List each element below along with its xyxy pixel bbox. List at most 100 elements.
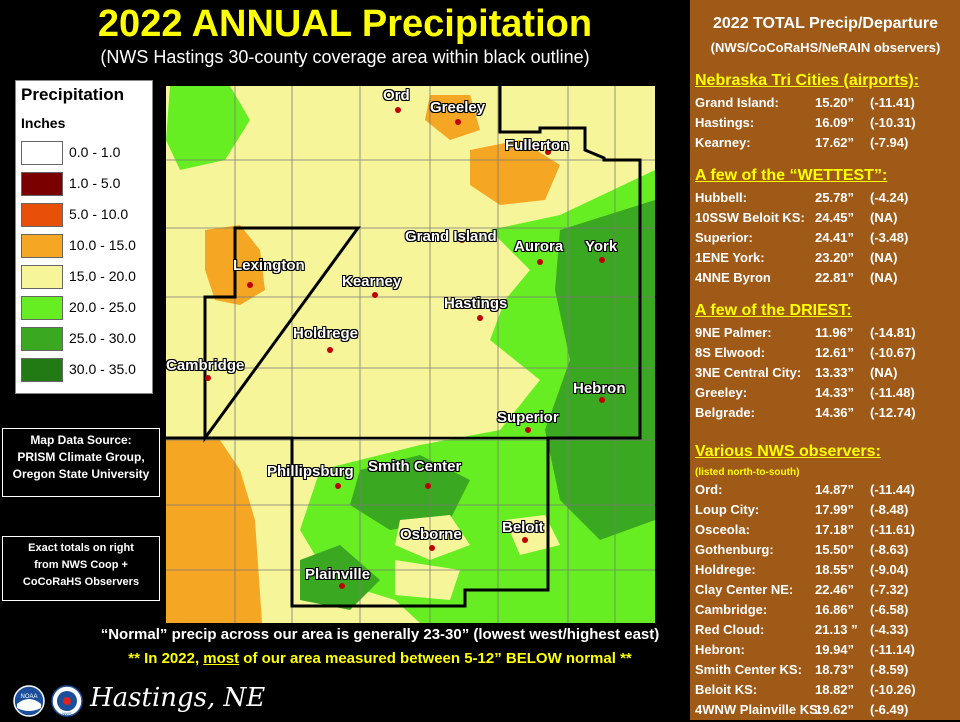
station-total: 12.61” bbox=[815, 345, 855, 360]
panel-title: 2022 TOTAL Precip/Departure bbox=[713, 15, 938, 32]
station-departure: (NA) bbox=[870, 210, 898, 225]
svg-text:NWS: NWS bbox=[62, 711, 72, 716]
station-total: 14.87” bbox=[815, 482, 855, 497]
emphasis-most: most bbox=[203, 650, 240, 667]
station-total: 11.96” bbox=[815, 325, 854, 340]
station-row: Clay Center NE: 22.46” (-7.32) bbox=[695, 582, 957, 602]
station-row: Red Cloud: 21.13 ” (-4.33) bbox=[695, 622, 957, 642]
city-label-plainville: Plainville bbox=[305, 566, 371, 583]
station-name: Grand Island: bbox=[695, 95, 779, 110]
legend-label: 5.0 - 10.0 bbox=[69, 206, 129, 222]
station-row: Osceola: 17.18” (-11.61) bbox=[695, 522, 957, 542]
station-total: 15.20” bbox=[815, 95, 855, 110]
normal-precip-note: “Normal” precip across our area is gener… bbox=[100, 626, 660, 643]
station-departure: (-4.24) bbox=[870, 190, 909, 205]
section-note: (listed north-to-south) bbox=[695, 467, 800, 478]
station-total: 21.13 ” bbox=[815, 622, 858, 637]
station-row: 8S Elwood: 12.61” (-10.67) bbox=[695, 345, 957, 365]
station-departure: (-10.26) bbox=[870, 682, 916, 697]
legend-swatch bbox=[21, 234, 63, 258]
station-row: Kearney: 17.62” (-7.94) bbox=[695, 135, 957, 155]
station-row: Smith Center KS: 18.73” (-8.59) bbox=[695, 662, 957, 682]
station-name: 3NE Central City: bbox=[695, 365, 802, 380]
station-departure: (NA) bbox=[870, 365, 898, 380]
station-departure: (-6.58) bbox=[870, 602, 909, 617]
city-label-greeley: Greeley bbox=[430, 99, 486, 116]
station-departure: (-10.31) bbox=[870, 115, 916, 130]
station-total: 18.73” bbox=[815, 662, 855, 677]
station-row: 9NE Palmer: 11.96” (-14.81) bbox=[695, 325, 957, 345]
station-departure: (-8.48) bbox=[870, 502, 909, 517]
station-departure: (-11.44) bbox=[870, 482, 915, 497]
legend-label: 25.0 - 30.0 bbox=[69, 330, 136, 346]
station-total: 16.09” bbox=[815, 115, 855, 130]
map-data-source-box: Map Data Source: PRISM Climate Group, Or… bbox=[2, 428, 160, 497]
station-departure: (-14.81) bbox=[870, 325, 916, 340]
station-departure: (-3.48) bbox=[870, 230, 909, 245]
city-label-smith-center: Smith Center bbox=[368, 458, 462, 475]
station-name: Kearney: bbox=[695, 135, 751, 150]
city-label-york: York bbox=[585, 238, 618, 255]
station-departure: (-7.32) bbox=[870, 582, 909, 597]
svg-text:NOAA: NOAA bbox=[20, 694, 37, 700]
station-total: 17.62” bbox=[815, 135, 855, 150]
city-label-hastings: Hastings bbox=[444, 295, 508, 312]
station-name: Hubbell: bbox=[695, 190, 747, 205]
totals-note-line: from NWS Coop + bbox=[34, 559, 128, 571]
map-subtitle: (NWS Hastings 30-county coverage area wi… bbox=[100, 47, 590, 67]
station-departure: (-11.61) bbox=[870, 522, 915, 537]
station-departure: (-11.14) bbox=[870, 642, 915, 657]
station-name: Hastings: bbox=[695, 115, 755, 130]
section-heading-observers: Various NWS observers: bbox=[695, 443, 881, 460]
station-total: 17.99” bbox=[815, 502, 855, 517]
station-departure: (-6.49) bbox=[870, 702, 909, 717]
station-name: Clay Center NE: bbox=[695, 582, 794, 597]
city-label-kearney: Kearney bbox=[342, 273, 402, 290]
city-markers bbox=[205, 107, 605, 589]
station-total: 18.82” bbox=[815, 682, 855, 697]
exact-totals-box: Exact totals on right from NWS Coop + Co… bbox=[2, 536, 160, 601]
section-heading-driest: A few of the DRIEST: bbox=[695, 302, 852, 319]
station-total: 19.62” bbox=[815, 702, 855, 717]
legend-label: 30.0 - 35.0 bbox=[69, 361, 136, 377]
station-row: 4WNW Plainville KS: 19.62” (-6.49) bbox=[695, 702, 957, 722]
nws-logo: NWS bbox=[51, 685, 83, 717]
station-name: Smith Center KS: bbox=[695, 662, 802, 677]
station-total: 19.94” bbox=[815, 642, 855, 657]
agency-logos: NOAA NWS bbox=[13, 685, 83, 717]
station-row: Hastings: 16.09” (-10.31) bbox=[695, 115, 957, 135]
station-name: Holdrege: bbox=[695, 562, 756, 577]
station-row: Ord: 14.87” (-11.44) bbox=[695, 482, 957, 502]
legend-units: Inches bbox=[21, 115, 66, 131]
station-name: Red Cloud: bbox=[695, 622, 765, 637]
station-departure: (NA) bbox=[870, 250, 898, 265]
station-departure: (-4.33) bbox=[870, 622, 909, 637]
city-label-grand-island: Grand Island bbox=[405, 228, 497, 245]
station-total: 24.45” bbox=[815, 210, 855, 225]
station-total: 23.20” bbox=[815, 250, 855, 265]
station-departure: (-8.59) bbox=[870, 662, 909, 677]
station-total: 25.78” bbox=[815, 190, 855, 205]
station-name: Osceola: bbox=[695, 522, 750, 537]
station-departure: (-11.41) bbox=[870, 95, 915, 110]
city-label-beloit: Beloit bbox=[502, 519, 544, 536]
station-name: Belgrade: bbox=[695, 405, 755, 420]
station-row: Beloit KS: 18.82” (-10.26) bbox=[695, 682, 957, 702]
city-label-osborne: Osborne bbox=[400, 526, 462, 543]
section-heading-tri-cities: Nebraska Tri Cities (airports): bbox=[695, 72, 920, 89]
city-label-fullerton: Fullerton bbox=[505, 137, 570, 154]
legend-label: 20.0 - 25.0 bbox=[69, 299, 136, 315]
city-label-cambridge: Cambridge bbox=[166, 357, 245, 374]
map-title: 2022 ANNUAL Precipitation bbox=[97, 3, 593, 45]
station-total: 17.18” bbox=[815, 522, 855, 537]
station-total: 15.50” bbox=[815, 542, 855, 557]
source-line: Oregon State University bbox=[12, 467, 150, 481]
legend-swatch bbox=[21, 141, 63, 165]
station-row: Loup City: 17.99” (-8.48) bbox=[695, 502, 957, 522]
coverage-area-outline bbox=[166, 82, 642, 608]
station-name: Loup City: bbox=[695, 502, 760, 517]
city-label-superior: Superior bbox=[497, 409, 559, 426]
station-row: Greeley: 14.33” (-11.48) bbox=[695, 385, 957, 405]
legend-label: 1.0 - 5.0 bbox=[69, 175, 121, 191]
precip-fill-25-30 bbox=[300, 200, 655, 610]
